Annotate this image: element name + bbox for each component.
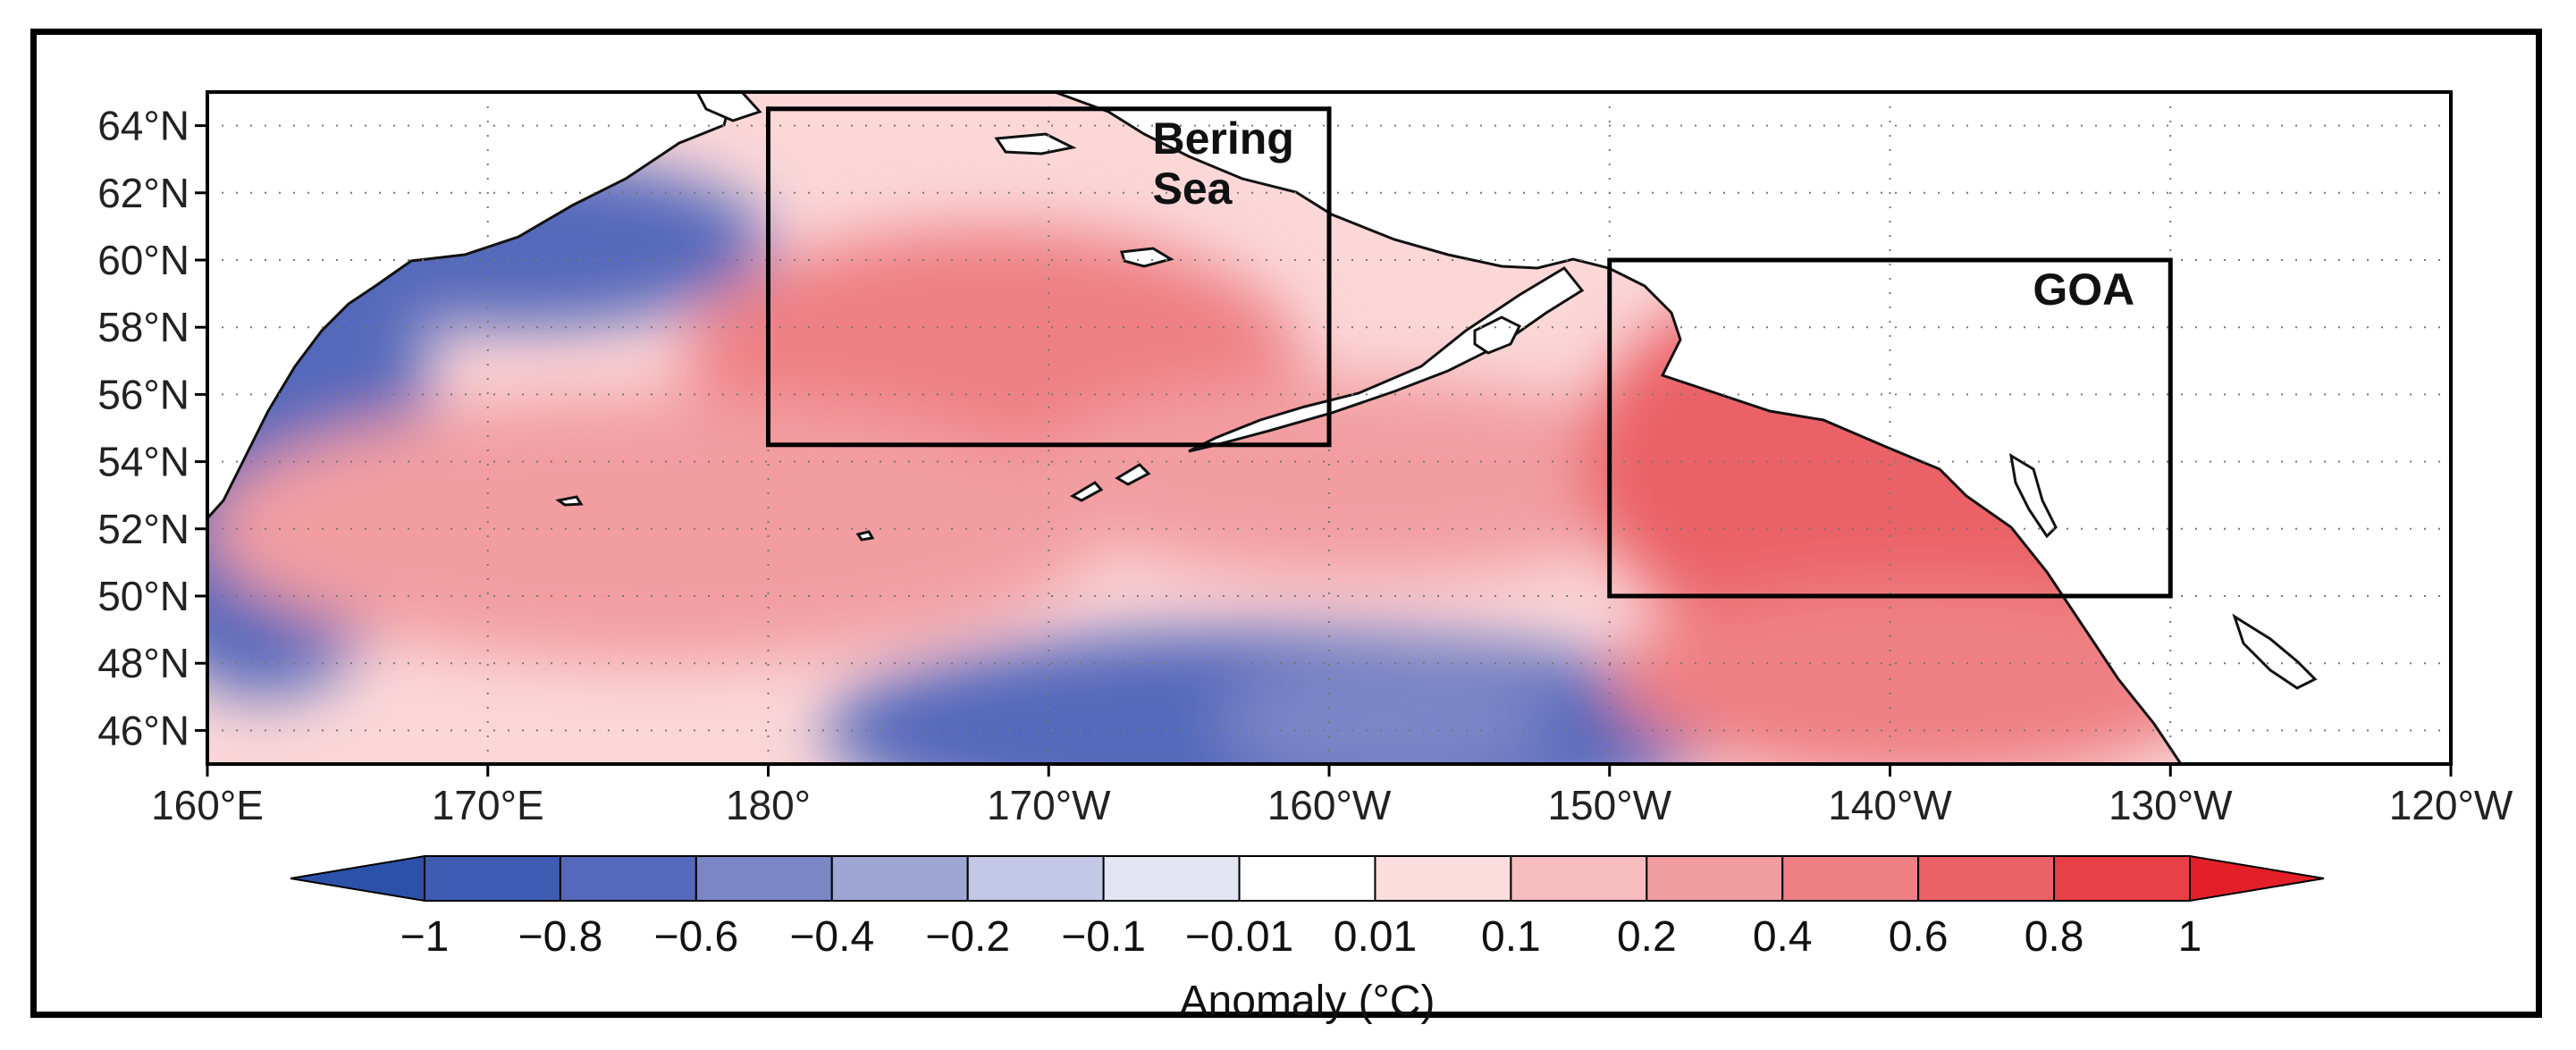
lat-tick-label: 48°N [97, 640, 189, 686]
aleutian-island-1 [1069, 481, 1104, 502]
region-label: Bering [1153, 113, 1294, 164]
lat-tick-label: 64°N [97, 103, 189, 149]
region-label: GOA [2033, 265, 2134, 315]
anomaly-blob-5 [207, 394, 1105, 664]
lat-tick-label: 46°N [97, 707, 189, 753]
colorbar-bin-2 [695, 855, 833, 902]
lon-tick-label: 170°E [432, 782, 544, 828]
aleutian-island-2 [1115, 463, 1151, 486]
lon-tick-label: 170°W [987, 782, 1111, 828]
colorbar-bin-1 [559, 855, 697, 902]
lat-tick-label: 60°N [97, 237, 189, 283]
colorbar-bin-8 [1510, 855, 1648, 902]
lat-tick-label: 52°N [97, 506, 189, 552]
anomaly-blob-8 [1609, 579, 2227, 764]
lat-tick-label: 62°N [97, 170, 189, 216]
aleutian-island-4 [555, 495, 584, 507]
colorbar-tick-label: 0.2 [1617, 913, 1677, 961]
colorbar-tick-label: 0.4 [1753, 913, 1813, 961]
lon-tick-label: 180° [726, 782, 811, 828]
chukotka-tip [695, 92, 762, 122]
colorbar-tick-label: 0.01 [1334, 913, 1417, 961]
colorbar-tick-label: −0.4 [789, 913, 874, 961]
vancouver-island [2232, 613, 2318, 690]
colorbar-bin-3 [830, 855, 969, 902]
colorbar-tick-label: −0.6 [653, 913, 738, 961]
region-box-bering-sea [766, 106, 1332, 448]
region-label: Sea [1153, 164, 1233, 214]
lon-tick-label: 160°E [151, 782, 264, 828]
colorbar-tick-label: −1 [400, 913, 450, 961]
colorbar-tick-label: −0.2 [925, 913, 1010, 961]
colorbar-tick-label: −0.01 [1185, 913, 1293, 961]
alexander-archipelago [2008, 453, 2058, 539]
colorbar-bin-9 [1646, 855, 1784, 902]
siberia-land [207, 92, 735, 521]
lat-tick-label: 56°N [97, 371, 189, 417]
anomaly-blob-6 [1020, 377, 1694, 580]
axes: 160°E 170°E 180° 170°W 160°W 150°W 140°W 130°W 1… [97, 103, 2513, 828]
colorbar-bin-11 [1917, 855, 2056, 902]
lat-tick-label: 58°N [97, 304, 189, 350]
colorbar-tick-label: 1 [2178, 913, 2202, 961]
colorbar-bin-5 [1102, 855, 1241, 902]
anomaly-blob-3 [1216, 652, 1553, 764]
lon-tick-label: 130°W [2109, 782, 2233, 828]
colorbar-tick-label: −0.8 [518, 913, 603, 961]
lat-tick-label: 50°N [97, 573, 189, 619]
colorbar-tick-label: −0.1 [1061, 913, 1146, 961]
map-plot-area [207, 92, 2451, 764]
lon-tick-label: 150°W [1547, 782, 1671, 828]
region-box-goa [1607, 257, 2173, 599]
colorbar-extend-high [2189, 854, 2325, 903]
lon-tick-label: 120°W [2389, 782, 2513, 828]
lat-tick-label: 54°N [97, 439, 189, 485]
kodiak-island [1473, 315, 1522, 355]
colorbar-bin-4 [966, 855, 1105, 902]
colorbar-tick-label: 0.6 [1889, 913, 1949, 961]
colorbar-bin-0 [424, 855, 561, 902]
lon-tick-label: 140°W [1828, 782, 1952, 828]
colorbar-extend-low [290, 854, 425, 903]
colorbar-title: Anomaly (°C) [1180, 978, 1435, 1025]
colorbar: −1 −0.8 −0.6 −0.4 −0.2 −0.1 −0.01 0.01 0.1 0.2 0.4… [290, 854, 2325, 1025]
colorbar-bin-7 [1374, 855, 1512, 902]
aleutian-island-3 [855, 530, 875, 542]
colorbar-bin-6 [1238, 855, 1376, 902]
colorbar-tick-label: 0.1 [1481, 913, 1541, 961]
colorbar-bin-10 [1781, 855, 1920, 902]
bering-island-stlawrence [994, 132, 1077, 155]
colorbar-tick-label: 0.8 [2025, 913, 2084, 961]
colorbar-bin-12 [2053, 855, 2191, 902]
lon-tick-label: 160°W [1267, 782, 1392, 828]
